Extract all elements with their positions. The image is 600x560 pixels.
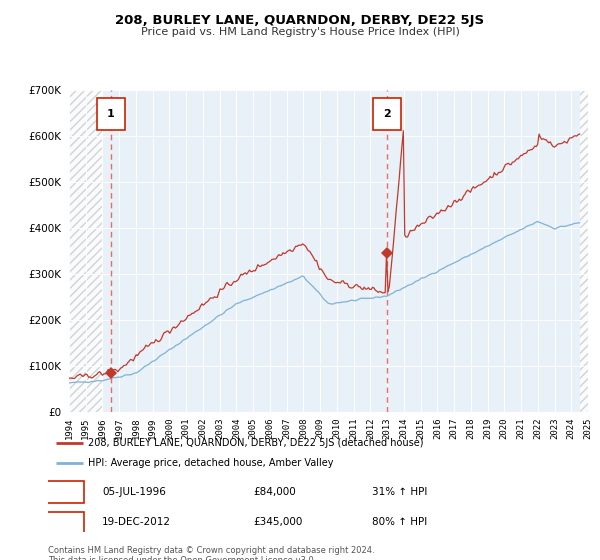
Text: 2: 2 xyxy=(59,517,67,528)
Text: 31% ↑ HPI: 31% ↑ HPI xyxy=(372,487,427,497)
Bar xyxy=(580,90,588,412)
FancyBboxPatch shape xyxy=(373,97,401,130)
Text: 1: 1 xyxy=(59,487,67,497)
FancyBboxPatch shape xyxy=(97,97,125,130)
Text: Contains HM Land Registry data © Crown copyright and database right 2024.
This d: Contains HM Land Registry data © Crown c… xyxy=(48,546,374,560)
Text: 19-DEC-2012: 19-DEC-2012 xyxy=(102,517,171,528)
Text: 208, BURLEY LANE, QUARNDON, DERBY, DE22 5JS: 208, BURLEY LANE, QUARNDON, DERBY, DE22 … xyxy=(115,14,485,27)
Bar xyxy=(69,90,103,412)
Text: £345,000: £345,000 xyxy=(253,517,302,528)
Text: 80% ↑ HPI: 80% ↑ HPI xyxy=(372,517,427,528)
FancyBboxPatch shape xyxy=(43,482,83,503)
Text: £84,000: £84,000 xyxy=(253,487,296,497)
Text: 208, BURLEY LANE, QUARNDON, DERBY, DE22 5JS (detached house): 208, BURLEY LANE, QUARNDON, DERBY, DE22 … xyxy=(89,437,424,447)
Text: 2: 2 xyxy=(383,109,391,119)
Text: 05-JUL-1996: 05-JUL-1996 xyxy=(102,487,166,497)
Text: Price paid vs. HM Land Registry's House Price Index (HPI): Price paid vs. HM Land Registry's House … xyxy=(140,27,460,37)
Text: HPI: Average price, detached house, Amber Valley: HPI: Average price, detached house, Ambe… xyxy=(89,458,334,468)
FancyBboxPatch shape xyxy=(43,512,83,533)
Text: 1: 1 xyxy=(107,109,115,119)
